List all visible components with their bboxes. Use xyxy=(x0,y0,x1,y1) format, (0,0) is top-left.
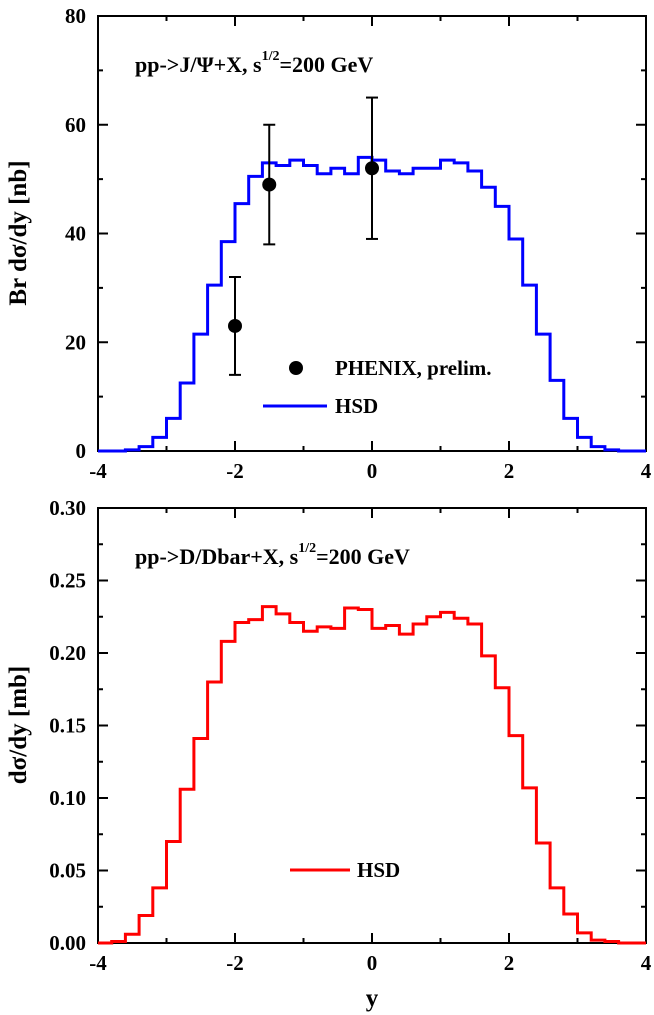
ddbar-y-axis-title: dσ/dy [mb] xyxy=(5,666,32,784)
ddbar-x-tick-label: -4 xyxy=(89,951,107,975)
x-axis-title: y xyxy=(366,985,379,1012)
jpsi-panel-title: pp->J/Ψ+X, s1/2=200 GeV xyxy=(135,49,373,77)
ddbar-panel: -4 -2 0 2 4 0.00 0.05 0.10 0.15 0.20 0.25 0.30 pp->… xyxy=(5,496,652,1012)
jpsi-y-tick-label: 60 xyxy=(65,113,86,137)
ddbar-x-tick-label: 0 xyxy=(367,951,378,975)
ddbar-y-tick-label: 0.30 xyxy=(49,496,86,520)
ddbar-x-tick-label: 2 xyxy=(504,951,515,975)
ddbar-panel-title: pp->D/Dbar+X, s1/2=200 GeV xyxy=(135,541,410,569)
jpsi-y-axis-title: Br dσ/dy [nb] xyxy=(5,160,32,305)
legend-hsd-label-ddbar: HSD xyxy=(357,858,400,882)
jpsi-x-tick-label: -2 xyxy=(226,459,244,483)
legend-phenix-marker xyxy=(289,361,303,375)
ddbar-y-tick-label: 0.25 xyxy=(49,569,86,593)
ddbar-x-tick-label: -2 xyxy=(226,951,244,975)
phenix-data-point xyxy=(365,161,379,176)
jpsi-y-tick-label: 40 xyxy=(65,222,86,246)
ddbar-hsd-step-curve xyxy=(98,605,646,945)
ddbar-x-tick-label: 4 xyxy=(641,951,652,975)
ddbar-y-tick-label: 0.10 xyxy=(49,786,86,810)
ddbar-y-tick-label: 0.00 xyxy=(49,931,86,955)
jpsi-x-tick-label: 0 xyxy=(367,459,378,483)
ddbar-y-tick-label: 0.20 xyxy=(49,641,86,665)
phenix-data-point xyxy=(262,177,277,192)
legend-phenix-label: PHENIX, prelim. xyxy=(335,356,492,380)
ddbar-y-tick-label: 0.15 xyxy=(49,714,86,738)
jpsi-x-tick-label: 2 xyxy=(504,459,515,483)
legend-hsd-label-jpsi: HSD xyxy=(335,394,378,418)
jpsi-x-tick-label: -4 xyxy=(89,459,107,483)
jpsi-y-tick-label: 0 xyxy=(76,439,87,463)
jpsi-y-tick-label: 20 xyxy=(65,330,86,354)
phenix-data-point xyxy=(228,318,242,333)
jpsi-x-tick-label: 4 xyxy=(641,459,652,483)
ddbar-y-tick-label: 0.05 xyxy=(49,859,86,883)
jpsi-y-tick-label: 80 xyxy=(65,4,86,28)
